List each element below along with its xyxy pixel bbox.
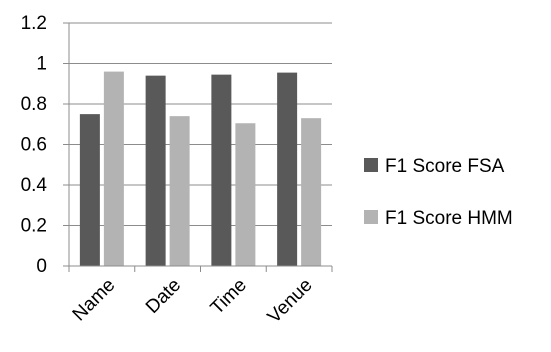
legend-label: F1 Score HMM	[385, 208, 513, 229]
x-tick-labels: Name Date Time Venue	[69, 275, 317, 328]
bar-time-series-1	[211, 74, 232, 266]
y-tick-label: 0.6	[21, 135, 47, 156]
bar-name-series-1	[79, 114, 100, 266]
y-tick-label: 1.2	[21, 13, 47, 34]
y-tick-label: 0.2	[21, 216, 47, 237]
y-tick-label: 0.4	[21, 175, 48, 196]
y-tick-label: 0	[36, 256, 47, 277]
y-tick-label: 0.8	[21, 94, 47, 115]
legend-swatch	[364, 210, 378, 224]
bar-date-series-1	[145, 75, 166, 267]
legend-label: F1 Score FSA	[385, 156, 505, 177]
x-tick-label: Time	[207, 275, 251, 319]
legend: F1 Score FSA F1 Score HMM	[364, 156, 513, 229]
bar-venue-series-1	[277, 72, 298, 266]
x-tick-label: Name	[69, 275, 120, 326]
bar-venue-series-2	[301, 118, 322, 266]
axes	[63, 22, 333, 272]
bar-name-series-2	[103, 71, 124, 266]
bar-time-series-2	[235, 123, 256, 266]
y-tick-labels: 0 0.2 0.4 0.6 0.8 1 1.2	[21, 13, 48, 277]
legend-swatch	[364, 158, 378, 172]
y-tick-label: 1	[36, 54, 47, 75]
x-tick-label: Venue	[264, 275, 317, 328]
x-tick-label: Date	[142, 275, 185, 318]
bars	[79, 71, 322, 267]
bar-date-series-2	[169, 116, 190, 267]
